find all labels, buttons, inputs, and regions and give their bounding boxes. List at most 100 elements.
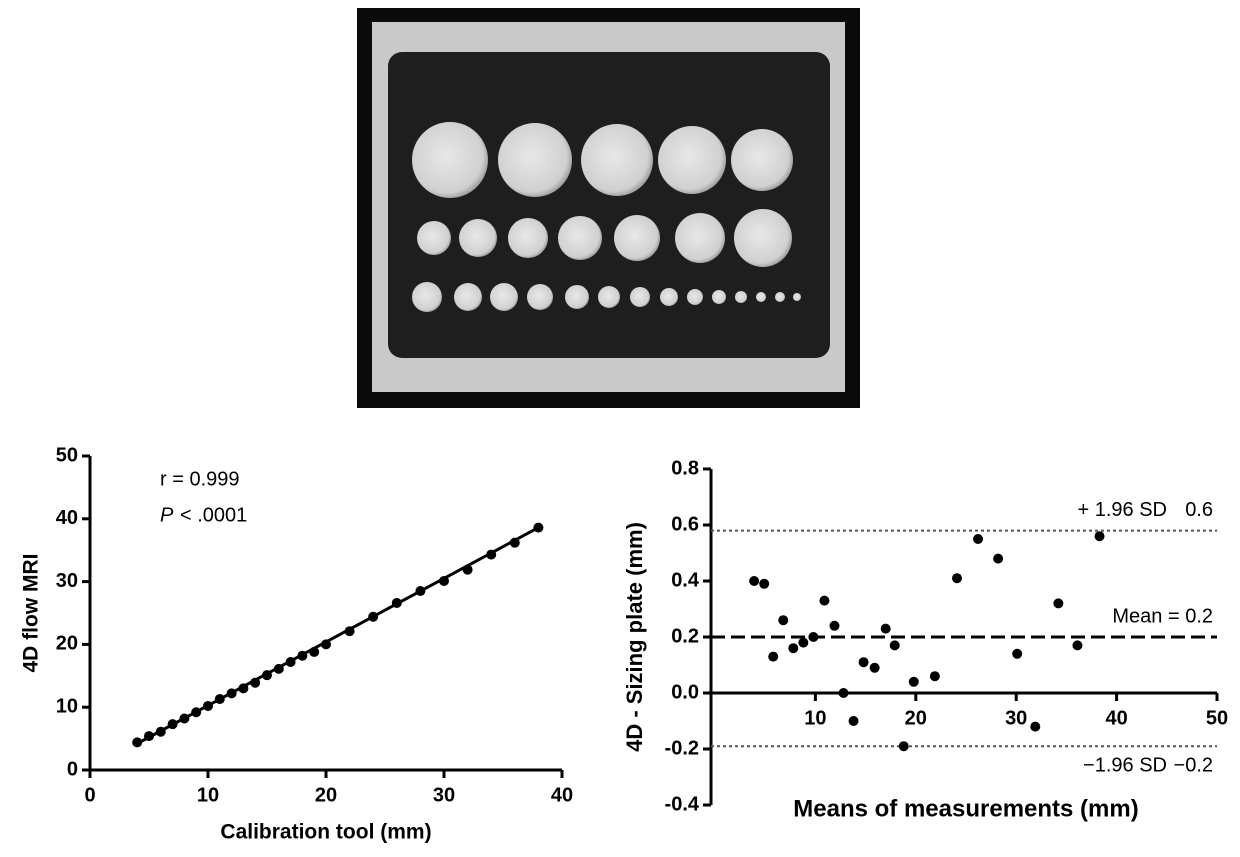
- data-point: [486, 550, 496, 560]
- data-point: [238, 683, 248, 693]
- data-point: [533, 523, 543, 533]
- disc: [756, 292, 766, 302]
- data-point: [415, 586, 425, 596]
- disc: [412, 282, 442, 312]
- disc: [734, 209, 792, 267]
- disc: [614, 215, 660, 261]
- y-axis-title: 4D flow MRI: [20, 554, 43, 673]
- data-point: [993, 554, 1003, 564]
- reference-label: −1.96 SD: [1083, 754, 1167, 776]
- disc: [675, 213, 725, 263]
- data-point: [286, 657, 296, 667]
- data-point: [203, 701, 213, 711]
- data-point: [250, 678, 260, 688]
- data-point: [808, 632, 818, 642]
- y-tick-label: 0.4: [671, 569, 700, 591]
- disc: [558, 216, 602, 260]
- disc: [793, 293, 801, 301]
- data-point: [849, 716, 859, 726]
- y-axis-title: 4D - Sizing plate (mm): [622, 522, 647, 752]
- reference-value-label: 0.6: [1185, 499, 1213, 521]
- x-tick-label: 30: [1005, 707, 1027, 729]
- y-tick-label: 40: [56, 507, 78, 529]
- data-point: [1030, 722, 1040, 732]
- disc: [598, 286, 620, 308]
- disc: [687, 289, 703, 305]
- annotation: r = 0.999: [160, 468, 240, 490]
- data-point: [1053, 598, 1063, 608]
- data-point: [890, 640, 900, 650]
- data-point: [829, 621, 839, 631]
- data-point: [899, 741, 909, 751]
- data-point: [368, 612, 378, 622]
- disc: [712, 290, 726, 304]
- data-point: [759, 579, 769, 589]
- disc: [565, 285, 589, 309]
- disc: [459, 219, 497, 257]
- x-tick-label: 40: [551, 784, 573, 806]
- disc: [412, 122, 488, 198]
- data-point: [819, 596, 829, 606]
- disc: [630, 287, 650, 307]
- data-point: [144, 731, 154, 741]
- disc: [498, 123, 572, 197]
- data-point: [1072, 640, 1082, 650]
- disc: [490, 283, 518, 311]
- y-tick-label: -0.4: [665, 793, 700, 815]
- data-point: [788, 643, 798, 653]
- data-point: [859, 657, 869, 667]
- disc: [731, 129, 793, 191]
- data-point: [930, 671, 940, 681]
- annotation: < .0001: [180, 504, 247, 526]
- disc: [660, 288, 678, 306]
- data-point: [778, 615, 788, 625]
- reference-label: + 1.96 SD: [1077, 499, 1167, 521]
- disc: [775, 292, 785, 302]
- data-point: [297, 651, 307, 661]
- data-point: [262, 670, 272, 680]
- y-tick-label: 30: [56, 570, 78, 592]
- data-point: [321, 639, 331, 649]
- data-point: [1095, 531, 1105, 541]
- data-point: [274, 664, 284, 674]
- data-point: [156, 727, 166, 737]
- data-point: [168, 719, 178, 729]
- data-point: [392, 598, 402, 608]
- disc: [581, 124, 653, 196]
- reference-label: Mean = 0.2: [1112, 605, 1213, 627]
- x-tick-label: 50: [1206, 707, 1228, 729]
- disc: [658, 126, 726, 194]
- data-point: [749, 576, 759, 586]
- disc: [508, 218, 548, 258]
- reference-value-label: −0.2: [1174, 754, 1213, 776]
- data-point: [839, 688, 849, 698]
- data-point: [227, 688, 237, 698]
- x-tick-label: 30: [433, 784, 455, 806]
- phantom-image: [357, 8, 860, 408]
- disc: [417, 221, 451, 255]
- data-point: [463, 565, 473, 575]
- x-tick-label: 20: [905, 707, 927, 729]
- y-tick-label: -0.2: [665, 737, 699, 759]
- data-point: [1012, 649, 1022, 659]
- x-axis-title: Calibration tool (mm): [220, 821, 431, 844]
- data-point: [132, 737, 142, 747]
- y-tick-label: 0: [67, 758, 78, 780]
- x-tick-label: 10: [197, 784, 219, 806]
- y-tick-label: 0.6: [671, 513, 699, 535]
- data-point: [768, 652, 778, 662]
- figure: 01020304050010203040Calibration tool (mm…: [0, 0, 1240, 852]
- data-point: [881, 624, 891, 634]
- x-tick-label: 40: [1105, 707, 1127, 729]
- x-tick-label: 20: [315, 784, 337, 806]
- y-tick-label: 0.8: [671, 457, 699, 479]
- data-point: [798, 638, 808, 648]
- y-tick-label: 20: [56, 633, 78, 655]
- x-axis-title: Means of measurements (mm): [793, 795, 1138, 822]
- data-point: [439, 576, 449, 586]
- data-point: [179, 714, 189, 724]
- disc: [527, 284, 553, 310]
- data-point: [309, 647, 319, 657]
- data-point: [345, 626, 355, 636]
- data-point: [952, 573, 962, 583]
